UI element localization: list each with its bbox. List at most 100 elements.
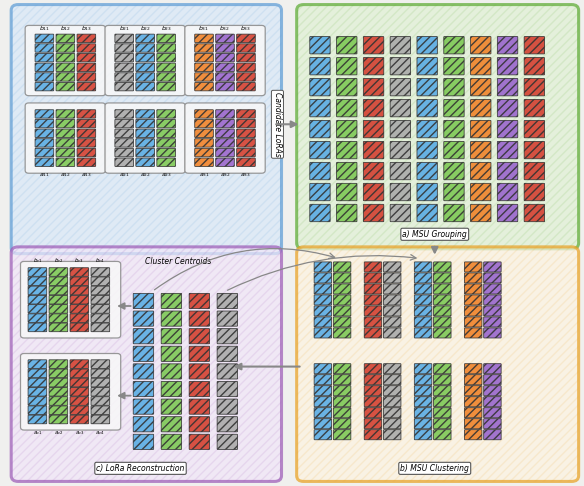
FancyBboxPatch shape xyxy=(217,382,238,397)
FancyBboxPatch shape xyxy=(384,295,401,305)
FancyBboxPatch shape xyxy=(524,100,544,117)
Text: $a_{c1}$: $a_{c1}$ xyxy=(33,429,42,437)
Text: $b_{11}$: $b_{11}$ xyxy=(39,24,50,33)
FancyBboxPatch shape xyxy=(77,63,96,71)
FancyBboxPatch shape xyxy=(444,57,464,75)
FancyBboxPatch shape xyxy=(136,129,155,138)
FancyBboxPatch shape xyxy=(194,158,213,166)
FancyBboxPatch shape xyxy=(161,329,182,344)
FancyBboxPatch shape xyxy=(333,262,351,272)
FancyBboxPatch shape xyxy=(415,364,432,374)
FancyBboxPatch shape xyxy=(464,364,482,374)
FancyBboxPatch shape xyxy=(433,418,451,429)
FancyBboxPatch shape xyxy=(161,364,182,379)
FancyBboxPatch shape xyxy=(484,430,501,440)
FancyBboxPatch shape xyxy=(390,204,411,222)
FancyBboxPatch shape xyxy=(77,158,96,166)
FancyBboxPatch shape xyxy=(384,397,401,407)
FancyBboxPatch shape xyxy=(471,162,491,180)
FancyBboxPatch shape xyxy=(524,204,544,222)
FancyBboxPatch shape xyxy=(471,79,491,96)
FancyBboxPatch shape xyxy=(390,141,411,159)
FancyBboxPatch shape xyxy=(433,295,451,305)
FancyBboxPatch shape xyxy=(484,408,501,418)
FancyBboxPatch shape xyxy=(384,418,401,429)
Text: $b_{22}$: $b_{22}$ xyxy=(140,24,151,33)
FancyBboxPatch shape xyxy=(415,375,432,385)
FancyBboxPatch shape xyxy=(363,204,384,222)
FancyBboxPatch shape xyxy=(161,346,182,362)
FancyBboxPatch shape xyxy=(133,382,154,397)
FancyBboxPatch shape xyxy=(157,110,175,118)
FancyBboxPatch shape xyxy=(49,323,68,331)
Text: $a_{c2}$: $a_{c2}$ xyxy=(54,429,63,437)
FancyBboxPatch shape xyxy=(70,369,89,378)
FancyBboxPatch shape xyxy=(484,262,501,272)
FancyBboxPatch shape xyxy=(498,204,518,222)
FancyBboxPatch shape xyxy=(194,110,213,118)
FancyBboxPatch shape xyxy=(415,430,432,440)
FancyBboxPatch shape xyxy=(314,386,332,396)
FancyBboxPatch shape xyxy=(333,408,351,418)
FancyBboxPatch shape xyxy=(417,57,437,75)
FancyBboxPatch shape xyxy=(364,273,382,283)
FancyBboxPatch shape xyxy=(484,375,501,385)
FancyBboxPatch shape xyxy=(49,305,68,313)
Text: $b_{c1}$: $b_{c1}$ xyxy=(33,257,42,265)
Text: Cluster Centroids: Cluster Centroids xyxy=(145,257,211,266)
FancyBboxPatch shape xyxy=(364,418,382,429)
Text: $b_{23}$: $b_{23}$ xyxy=(161,24,172,33)
FancyBboxPatch shape xyxy=(314,430,332,440)
FancyBboxPatch shape xyxy=(310,204,330,222)
FancyBboxPatch shape xyxy=(77,110,96,118)
FancyBboxPatch shape xyxy=(484,273,501,283)
FancyBboxPatch shape xyxy=(498,79,518,96)
FancyBboxPatch shape xyxy=(35,110,54,118)
FancyBboxPatch shape xyxy=(28,286,47,295)
FancyBboxPatch shape xyxy=(310,183,330,201)
FancyBboxPatch shape xyxy=(310,100,330,117)
FancyBboxPatch shape xyxy=(35,139,54,147)
FancyBboxPatch shape xyxy=(49,295,68,304)
Text: $b_{21}$: $b_{21}$ xyxy=(119,24,130,33)
FancyBboxPatch shape xyxy=(49,378,68,387)
FancyBboxPatch shape xyxy=(471,121,491,138)
FancyBboxPatch shape xyxy=(333,386,351,396)
FancyBboxPatch shape xyxy=(35,120,54,128)
FancyBboxPatch shape xyxy=(498,36,518,54)
FancyBboxPatch shape xyxy=(161,417,182,432)
FancyBboxPatch shape xyxy=(333,317,351,327)
FancyBboxPatch shape xyxy=(77,44,96,52)
FancyBboxPatch shape xyxy=(336,183,357,201)
FancyBboxPatch shape xyxy=(105,25,185,96)
FancyBboxPatch shape xyxy=(70,314,89,322)
FancyBboxPatch shape xyxy=(115,34,134,43)
FancyBboxPatch shape xyxy=(384,375,401,385)
FancyBboxPatch shape xyxy=(524,121,544,138)
FancyBboxPatch shape xyxy=(390,79,411,96)
FancyBboxPatch shape xyxy=(56,148,75,157)
FancyBboxPatch shape xyxy=(390,100,411,117)
FancyBboxPatch shape xyxy=(310,162,330,180)
FancyBboxPatch shape xyxy=(115,129,134,138)
FancyBboxPatch shape xyxy=(237,148,255,157)
FancyBboxPatch shape xyxy=(215,44,234,52)
FancyBboxPatch shape xyxy=(384,306,401,316)
FancyBboxPatch shape xyxy=(161,311,182,326)
FancyBboxPatch shape xyxy=(384,408,401,418)
FancyBboxPatch shape xyxy=(464,375,482,385)
FancyBboxPatch shape xyxy=(115,139,134,147)
FancyBboxPatch shape xyxy=(498,57,518,75)
Text: $a_{c3}$: $a_{c3}$ xyxy=(75,429,84,437)
FancyBboxPatch shape xyxy=(444,162,464,180)
FancyBboxPatch shape xyxy=(157,53,175,62)
FancyBboxPatch shape xyxy=(133,364,154,379)
FancyBboxPatch shape xyxy=(70,378,89,387)
FancyBboxPatch shape xyxy=(194,44,213,52)
FancyBboxPatch shape xyxy=(217,294,238,309)
FancyBboxPatch shape xyxy=(464,306,482,316)
FancyBboxPatch shape xyxy=(133,346,154,362)
Text: $a_{23}$: $a_{23}$ xyxy=(161,171,172,179)
FancyBboxPatch shape xyxy=(28,295,47,304)
FancyBboxPatch shape xyxy=(91,378,110,387)
